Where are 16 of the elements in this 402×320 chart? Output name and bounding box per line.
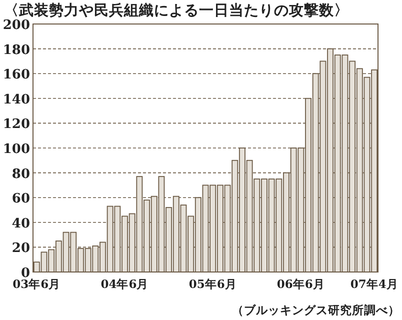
x-tick-label: 06年6月 <box>276 277 325 291</box>
y-tick-label: 140 <box>2 92 30 108</box>
y-tick-label: 200 <box>2 18 30 33</box>
y-tick-label: 80 <box>12 166 30 182</box>
y-tick-label: 120 <box>2 117 30 132</box>
text: （ブルッキングス研究所調べ） <box>232 303 400 317</box>
x-tick-label: 07年4月 <box>350 277 398 291</box>
y-tick-label: 20 <box>12 241 30 256</box>
y-tick-label: 100 <box>2 142 30 157</box>
y-tick-label: 180 <box>2 42 30 58</box>
x-tick-label: 05年6月 <box>188 277 237 291</box>
x-tick-label: 04年6月 <box>100 277 149 291</box>
y-tick-label: 40 <box>12 216 30 232</box>
y-tick-label: 160 <box>2 68 30 83</box>
chart-title: 〈武装勢力や民兵組織による一日当たりの攻撃数〉 <box>4 2 349 19</box>
y-tick-label: 60 <box>12 192 30 207</box>
